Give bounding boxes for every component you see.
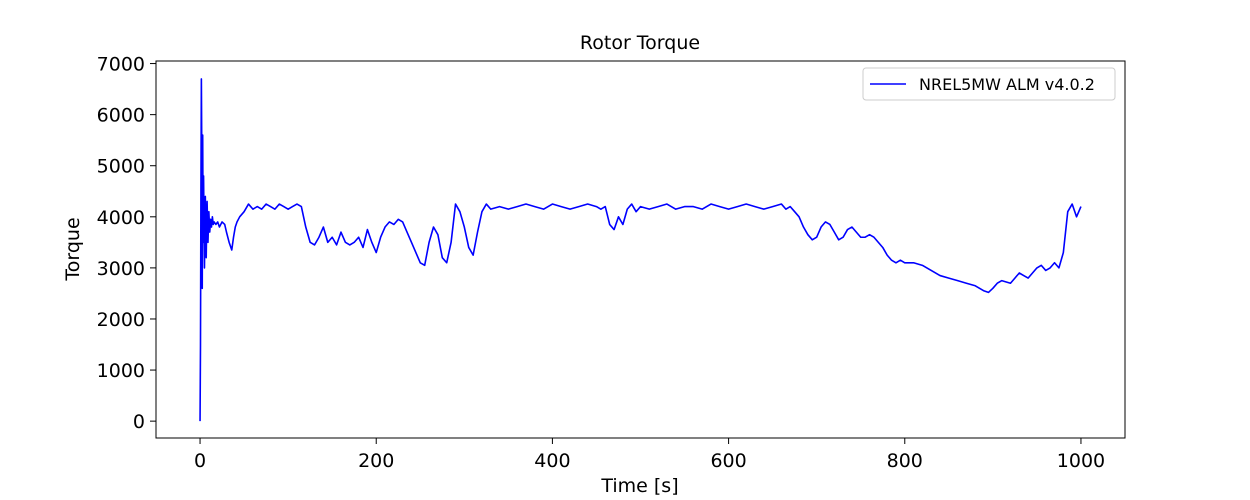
series-layer <box>199 78 1082 422</box>
y-tick-label: 2000 <box>97 309 145 331</box>
x-tick-label: 0 <box>194 450 206 472</box>
series-line <box>199 78 1082 422</box>
y-tick-label: 5000 <box>97 156 145 178</box>
y-axis-label: Torque <box>62 217 84 281</box>
x-tick-label: 200 <box>358 450 394 472</box>
x-tick-label: 1000 <box>1057 450 1105 472</box>
plot-frame <box>155 60 1126 439</box>
chart-title: Rotor Torque <box>580 32 700 54</box>
y-tick-label: 1000 <box>97 360 145 382</box>
x-axis-label: Time [s] <box>600 475 678 497</box>
x-tick-label: 800 <box>887 450 923 472</box>
y-tick-label: 0 <box>133 411 145 433</box>
y-tick-label: 6000 <box>97 105 145 127</box>
y-tick-label: 4000 <box>97 207 145 229</box>
legend-label: NREL5MW ALM v4.0.2 <box>919 75 1095 94</box>
y-tick-label: 3000 <box>97 258 145 280</box>
x-tick-label: 600 <box>710 450 746 472</box>
y-tick-label: 7000 <box>97 54 145 76</box>
x-axis: 0 200 400 600 800 1000 <box>194 438 1105 472</box>
legend-box <box>862 67 1116 101</box>
y-axis: 0 1000 2000 3000 4000 5000 6000 7000 <box>97 54 156 433</box>
x-tick-label: 400 <box>534 450 570 472</box>
legend: NREL5MW ALM v4.0.2 <box>862 67 1116 101</box>
plot-area <box>156 61 1125 438</box>
